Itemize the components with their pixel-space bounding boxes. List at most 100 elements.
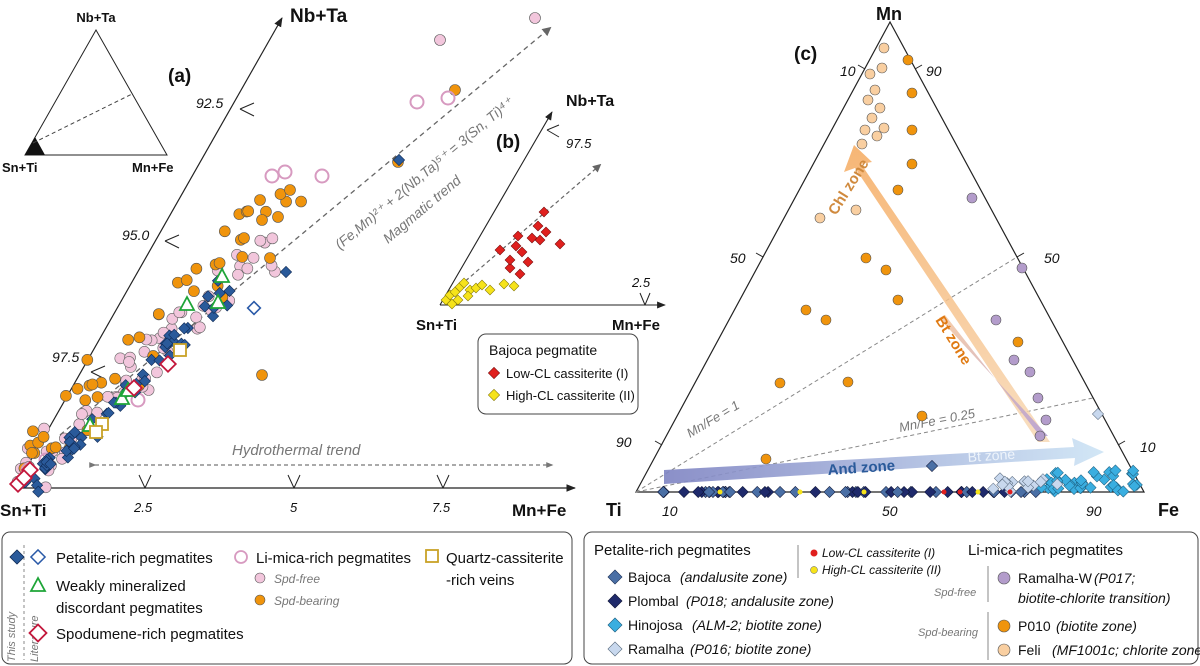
p010-point bbox=[892, 294, 904, 306]
spd-bearing-point bbox=[37, 431, 50, 443]
hinojosa-point bbox=[1059, 473, 1072, 486]
high-cl-label: High-CL cassiterite (II) bbox=[506, 388, 635, 403]
spd-bearing-point bbox=[81, 354, 94, 366]
spd-bearing-point bbox=[49, 441, 62, 454]
limica-literature-point bbox=[409, 94, 425, 110]
spd-bearing-point bbox=[79, 394, 92, 407]
high-cl-point bbox=[476, 279, 488, 291]
spd-bearing-point bbox=[190, 262, 203, 275]
petalite-point bbox=[68, 426, 81, 439]
weakly-mineralized-point bbox=[209, 293, 227, 309]
panel-a-tick-95-0: 95.0 bbox=[122, 227, 149, 243]
ramalha-marker bbox=[607, 641, 623, 657]
spd-bearing-point bbox=[180, 274, 193, 286]
ramalha-w-point bbox=[966, 192, 978, 204]
scatter-point bbox=[449, 84, 461, 96]
hinojosa-point bbox=[1127, 464, 1140, 477]
spodumene-point bbox=[14, 468, 34, 488]
feli-point bbox=[859, 124, 871, 136]
legend-spd-bearing-label: Spd-bearing bbox=[274, 594, 340, 608]
legend-quartz-label-1: Quartz-cassiterite bbox=[446, 550, 564, 567]
legend-weakly-label-2: discordant pegmatites bbox=[56, 600, 203, 617]
ramalha-w-point bbox=[990, 314, 1002, 326]
panel-a-top-axis-label: Nb+Ta bbox=[290, 6, 348, 27]
panel-c-tick-right-10: 10 bbox=[1140, 439, 1156, 455]
bajoca-plombal-point bbox=[789, 485, 802, 499]
panel-b-right-axis-label: Mn+Fe bbox=[612, 317, 660, 334]
low-cl-point bbox=[534, 234, 546, 246]
legend-ramalha-w-name: Ramalha-W bbox=[1018, 570, 1093, 586]
legend-hinojosa-detail: (ALM-2; biotite zone) bbox=[692, 617, 822, 633]
ramalha-w-point bbox=[1040, 414, 1052, 426]
spd-bearing-point bbox=[109, 372, 121, 385]
hinojosa-point bbox=[1109, 464, 1122, 477]
bajoca-legend-title: Bajoca pegmatite bbox=[489, 342, 597, 358]
spd-free-point bbox=[241, 262, 254, 275]
panel-a-left-axis-label: Sn+Ti bbox=[0, 501, 46, 520]
scatter-point bbox=[284, 184, 296, 196]
bajoca-plombal-point bbox=[851, 485, 864, 499]
bajoca-plombal-point bbox=[736, 485, 749, 499]
panel-b-axes bbox=[439, 111, 666, 309]
p010-point bbox=[906, 124, 918, 136]
limica-literature-point bbox=[440, 90, 456, 106]
spd-bearing-point bbox=[153, 308, 165, 320]
low-cl-point bbox=[526, 232, 538, 244]
legend-feli-detail: (MF1001c; chlorite zone) bbox=[1052, 642, 1200, 658]
panel-b-tick-2-5: 2.5 bbox=[631, 275, 651, 290]
spd-bearing-point bbox=[213, 257, 226, 269]
spd-free-point bbox=[254, 234, 267, 247]
panel-c-tick-bottom-90: 90 bbox=[1086, 503, 1102, 519]
scatter-point bbox=[256, 369, 268, 381]
low-cl-point bbox=[540, 226, 552, 238]
panel-a-data-points bbox=[8, 12, 541, 498]
petalite-point bbox=[32, 485, 45, 498]
low-cl-point bbox=[494, 244, 506, 256]
panel-a-axes bbox=[14, 17, 576, 492]
scatter-point bbox=[256, 214, 268, 226]
bajoca-plombal-point bbox=[774, 485, 787, 499]
plombal-marker bbox=[607, 593, 623, 609]
spodumene-marker bbox=[28, 623, 48, 643]
feli-point bbox=[878, 122, 890, 134]
petalite-point bbox=[223, 284, 236, 298]
low-cl-point bbox=[522, 256, 534, 268]
spd-free-point bbox=[76, 408, 88, 420]
low-cl-point bbox=[941, 489, 947, 495]
limica-literature-point bbox=[314, 168, 330, 184]
ramalha-w-marker bbox=[997, 571, 1011, 585]
magmatic-equation: (Fe,Mn)²⁺ + 2(Nb,Ta)⁵⁺ = 3(Sn, Ti)⁴⁺ bbox=[332, 93, 518, 252]
bajoca-plombal-point bbox=[692, 485, 705, 499]
panel-c-right-apex: Fe bbox=[1158, 500, 1179, 520]
low-cl-point bbox=[554, 238, 566, 250]
panel-c-top-apex: Mn bbox=[876, 4, 902, 24]
petalite-point bbox=[161, 337, 174, 350]
high-cl-point bbox=[458, 277, 470, 289]
spd-bearing-marker bbox=[254, 594, 266, 606]
ramalha-w-point bbox=[1008, 354, 1020, 366]
bajoca-plombal-point bbox=[809, 485, 822, 499]
legend-ramalha-name: Ramalha bbox=[628, 641, 684, 657]
ramalha-point bbox=[996, 478, 1009, 491]
spd-free-marker bbox=[254, 572, 266, 584]
legend-petalite-label: Petalite-rich pegmatites bbox=[56, 550, 213, 567]
low-cl-point bbox=[510, 240, 522, 252]
high-cl-point bbox=[462, 290, 474, 302]
feli-point bbox=[862, 94, 874, 106]
feli-point bbox=[869, 84, 881, 96]
legend-feli-name: Feli bbox=[1018, 642, 1041, 658]
legend-left: This study Literature Petalite-rich pegm… bbox=[1, 531, 573, 665]
low-cl-label: Low-CL cassiterite (I) bbox=[506, 366, 628, 381]
spd-bearing-point bbox=[60, 390, 72, 402]
quartz-cassiterite-marker bbox=[425, 549, 439, 563]
scatter-point bbox=[254, 194, 266, 206]
ramalha-point bbox=[1022, 481, 1035, 494]
limica-literature-point bbox=[277, 164, 293, 180]
panel-c-data-points bbox=[657, 42, 1143, 499]
low-cl-marker bbox=[487, 366, 501, 380]
scatter-point bbox=[238, 232, 250, 244]
p010-point bbox=[916, 410, 928, 422]
p010-point bbox=[774, 377, 786, 389]
high-cl-point bbox=[484, 284, 496, 296]
